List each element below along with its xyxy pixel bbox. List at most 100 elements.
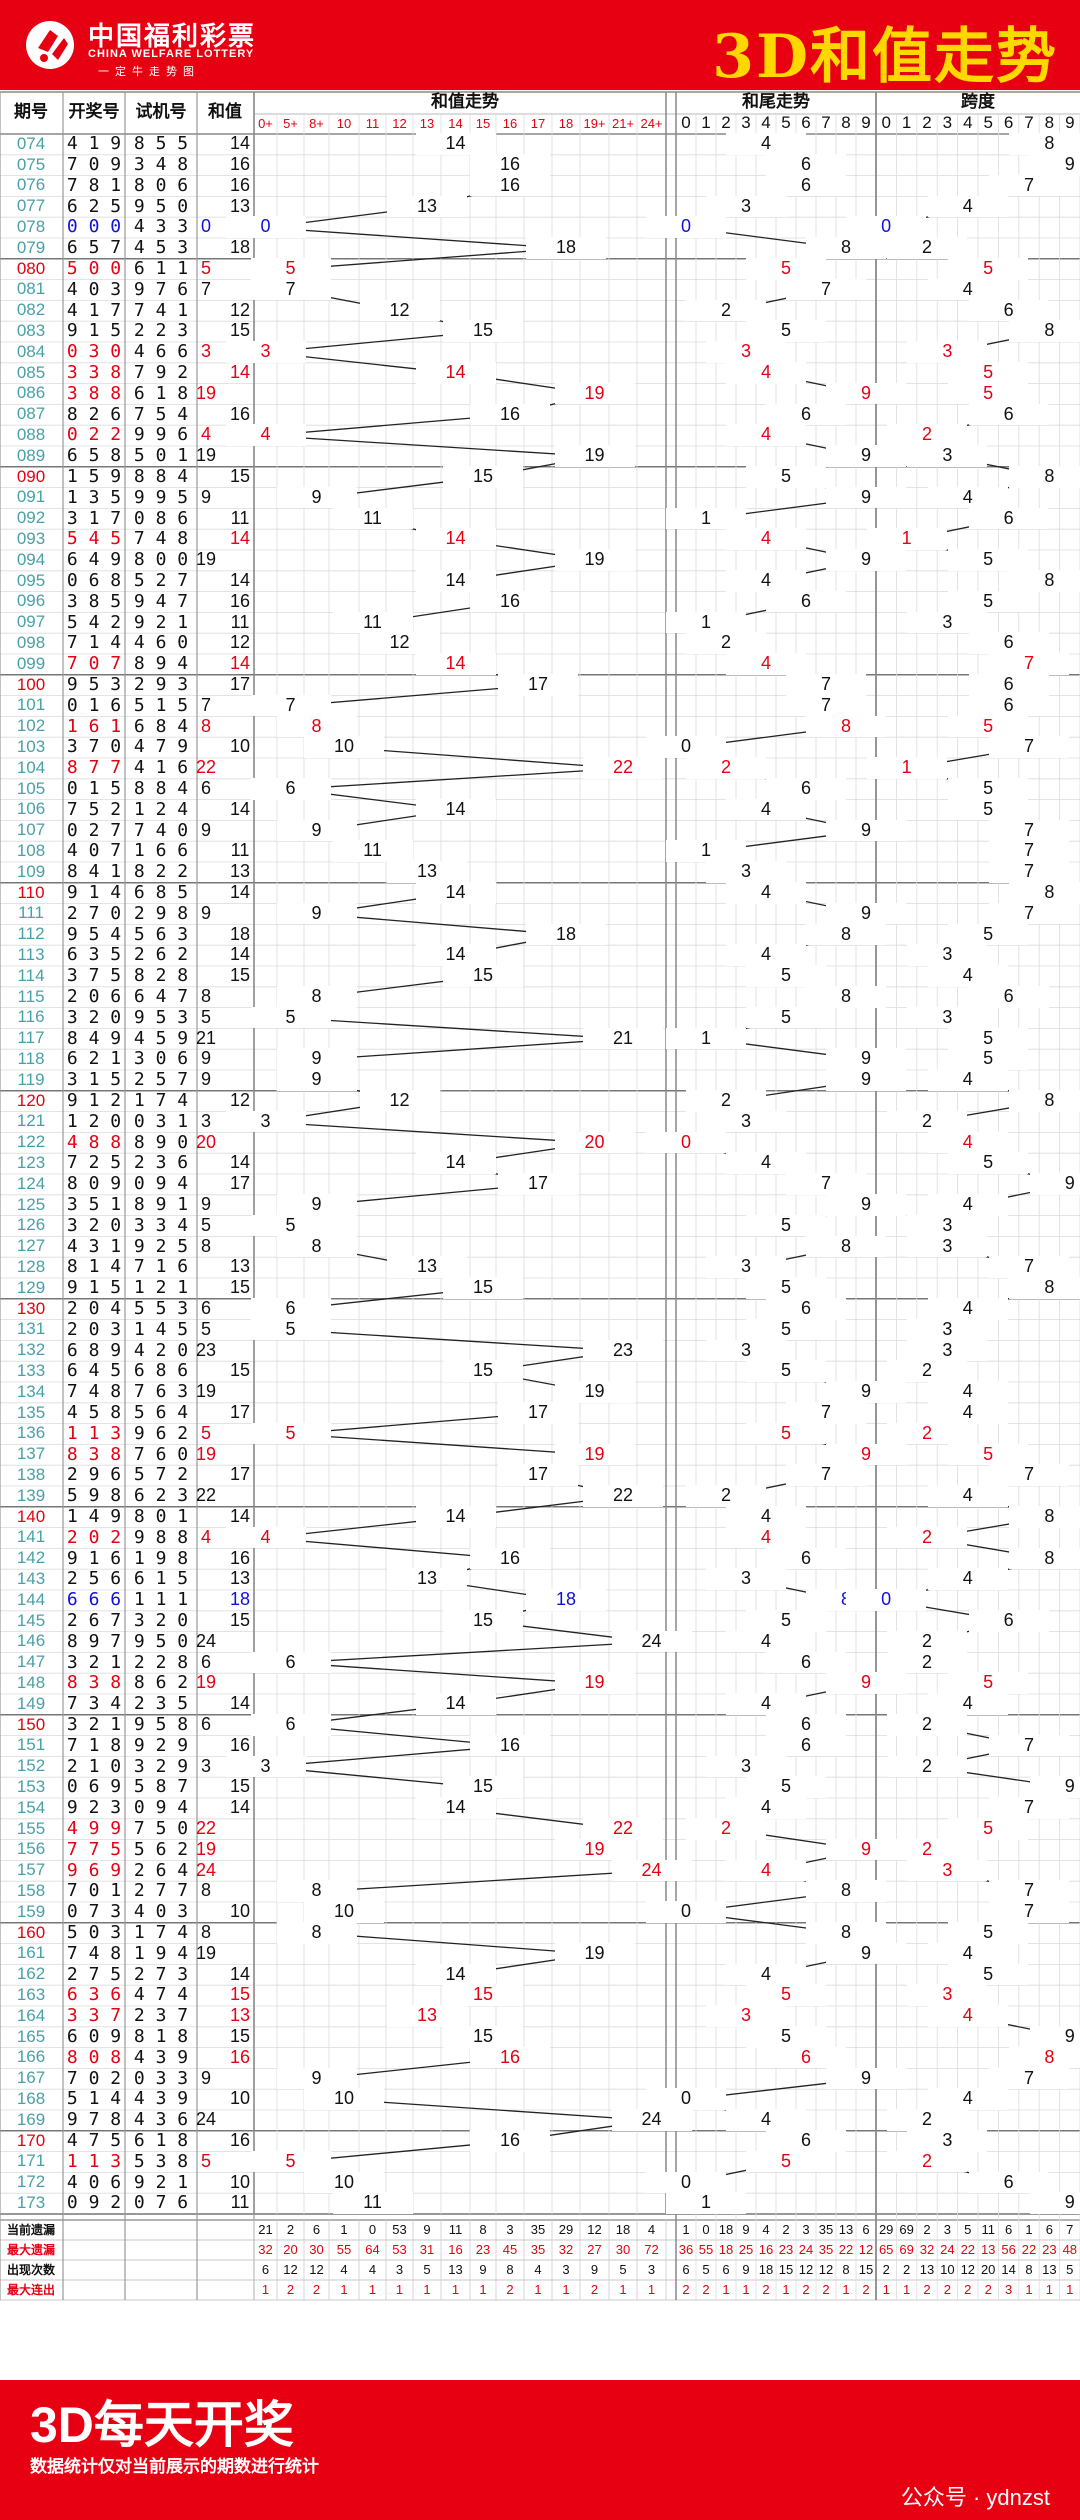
sum-trend-point: 6 (250, 1298, 331, 1320)
sum-trend-point: 16 (470, 154, 550, 176)
stat-sum-value: 1 (562, 2281, 570, 2297)
span-digit-label: 0 (881, 113, 891, 133)
draw-number: 2 5 6 (66, 1568, 122, 1590)
stat-sum-value: 9 (590, 2261, 599, 2277)
draw-number: 9 5 4 (66, 923, 122, 945)
stat-span-value: 13 (1042, 2261, 1057, 2277)
test-number: 0 3 3 (133, 2067, 189, 2089)
span-trend-point: 3 (907, 1214, 988, 1237)
tail-trend-point: 7 (786, 278, 866, 301)
test-number: 9 2 1 (133, 2171, 189, 2193)
draw-number: 9 7 8 (66, 2109, 122, 2131)
draw-number: 6 4 5 (66, 1360, 122, 1382)
issue-number: 100 (16, 674, 46, 694)
issue-number: 112 (17, 924, 45, 944)
issue-number: 117 (17, 1028, 45, 1048)
test-number: 5 7 2 (133, 1464, 189, 1486)
test-number: 9 9 5 (133, 486, 189, 508)
test-number: 1 1 1 (133, 1589, 189, 1611)
issue-number: 146 (16, 1631, 46, 1651)
sum-trend-point: 8 (276, 986, 357, 1008)
draw-number: 3 5 1 (66, 1194, 122, 1216)
sum-trend-point: 19 (554, 1443, 635, 1466)
sum-value: 19 (195, 1942, 217, 1963)
stat-tail-value: 2 (782, 2221, 790, 2237)
sum-value: 4 (200, 424, 211, 445)
tail-trend-point: 9 (826, 445, 906, 467)
tail-trend-point: 6 (766, 174, 846, 197)
stat-tail-value: 12 (858, 2241, 874, 2257)
test-number: 2 9 8 (133, 902, 189, 924)
stat-span-value: 1 (1066, 2281, 1074, 2297)
stat-span-value: 2 (902, 2261, 911, 2277)
issue-number: 161 (16, 1943, 46, 1963)
tail-trend-point: 3 (706, 341, 786, 363)
span-trend-point: 4 (927, 1568, 1008, 1591)
tail-trend-point: 8 (806, 237, 886, 259)
issue-number: 154 (16, 1797, 46, 1817)
draw-number: 1 1 3 (66, 2150, 122, 2172)
sum-value: 14 (229, 133, 251, 154)
span-trend-point: 5 (948, 715, 1029, 738)
draw-number: 0 3 0 (66, 341, 122, 363)
tail-trend-point: 5 (746, 1776, 826, 1799)
stat-sum-value: 2 (590, 2281, 599, 2297)
sum-value: 14 (229, 882, 251, 903)
sum-trend-point: 19 (554, 549, 635, 571)
stat-sum-value: 6 (261, 2261, 270, 2277)
tail-trend-point: 9 (826, 819, 906, 842)
stat-span-value: 8 (1025, 2261, 1033, 2277)
draw-number: 6 3 6 (66, 1984, 122, 2006)
sum-trend-point: 21 (583, 1027, 663, 1050)
header-issue: 期号 (14, 102, 48, 122)
stat-tail-value: 5 (702, 2261, 710, 2277)
span-trend-point: 3 (907, 1235, 988, 1258)
sum-value: 5 (200, 2150, 211, 2171)
sum-trend-point: 6 (250, 1651, 331, 1674)
draw-number: 0 6 9 (66, 1776, 122, 1798)
issue-number: 170 (16, 2130, 46, 2150)
draw-number: 8 3 8 (66, 1443, 122, 1465)
stat-sum-value: 45 (502, 2241, 518, 2257)
stat-sum-value: 9 (479, 2261, 487, 2277)
stat-tail-value: 18 (718, 2241, 734, 2257)
sum-trend-point: 10 (304, 736, 384, 759)
tail-trend-point: 9 (826, 1838, 906, 1861)
watermark-text: 公众号 · ydnzst (900, 2485, 1050, 2510)
tail-trend-point: 2 (686, 757, 766, 779)
test-number: 7 5 0 (133, 1818, 189, 1840)
sum-trend-point: 3 (225, 1755, 306, 1778)
draw-number: 3 8 8 (66, 382, 122, 404)
span-digit-label: 4 (963, 113, 973, 133)
issue-number: 127 (16, 1236, 46, 1256)
sum-value: 14 (229, 1152, 251, 1173)
tail-trend-point: 5 (746, 2150, 826, 2173)
issue-number: 106 (16, 799, 46, 819)
span-trend-point: 3 (907, 1339, 988, 1362)
sum-value: 12 (229, 299, 251, 320)
stat-span-value: 65 (878, 2241, 894, 2257)
span-trend-point: 6 (968, 299, 1049, 322)
sum-trend-point: 12 (359, 1090, 440, 1112)
draw-number: 2 6 7 (66, 1610, 122, 1632)
sum-trend-point: 19 (554, 1672, 635, 1695)
stat-span-value: 24 (940, 2241, 955, 2257)
test-number: 1 2 1 (133, 1277, 189, 1299)
test-number: 5 3 8 (133, 2150, 189, 2172)
test-number: 0 9 4 (133, 1797, 189, 1819)
draw-number: 8 7 7 (66, 757, 122, 779)
tail-trend-point: 9 (826, 1381, 906, 1403)
sum-bin-label: 17 (530, 115, 546, 131)
draw-number: 7 7 5 (66, 1838, 122, 1860)
sum-value: 15 (229, 1277, 251, 1298)
issue-number: 120 (16, 1090, 46, 1110)
sum-trend-point: 14 (415, 798, 496, 821)
test-number: 5 6 3 (133, 923, 189, 945)
draw-number: 2 0 2 (66, 1526, 122, 1548)
issue-number: 157 (16, 1860, 46, 1880)
sum-value: 8 (200, 1880, 211, 1901)
span-trend-point: 4 (927, 486, 1008, 509)
sum-trend-point: 24 (611, 2109, 692, 2131)
stat-label: 最大连出 (6, 2282, 55, 2297)
stat-span-value: 1 (902, 2281, 911, 2297)
